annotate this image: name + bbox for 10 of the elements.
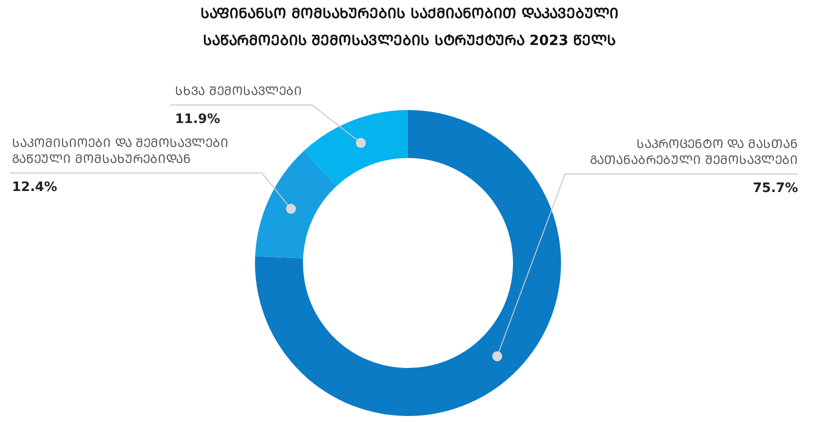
slice-label: ᲡᲐᲞᲠᲝᲪᲔᲜᲢᲝ ᲓᲐ ᲛᲐᲡᲗᲐᲜ ᲒᲐᲗᲐᲜᲐᲑᲠᲔᲑᲣᲚᲘ ᲨᲔᲛᲝᲡᲐᲕᲚᲔᲑᲘ (590, 137, 798, 167)
donut-slice (255, 150, 337, 258)
slice-label: ᲡᲐᲙᲝᲛᲘᲡᲘᲝᲔᲑᲘ ᲓᲐ ᲨᲔᲛᲝᲡᲐᲕᲚᲔᲑᲘ ᲒᲐᲬᲔᲣᲚᲘ ᲛᲝᲛᲡᲐᲮᲣᲠᲔᲑᲘᲓᲐᲜ (12, 136, 229, 166)
donut-slice (255, 110, 561, 416)
data-label: 75.7% (752, 181, 798, 196)
data-label: 11.9% (175, 112, 220, 127)
data-label: 12.4% (12, 180, 58, 195)
donut-slice (304, 110, 408, 186)
chart-title: ᲡᲐᲤᲘᲜᲐᲜᲡᲝ ᲛᲝᲛᲡᲐᲮᲣᲠᲔᲑᲘᲡ ᲡᲐᲥᲛᲘᲐᲜᲝᲑᲘᲗ ᲓᲐᲙᲐᲕᲔᲑᲣᲚᲘ ᲡᲐᲬᲐᲠᲛᲝᲔᲑᲘᲡ ᲨᲔᲛᲝᲡᲐᲕᲚᲔᲑᲘᲡ ᲡᲢᲠᲣᲥᲢᲣᲠᲐ 2023 ᲬᲔᲚᲡ (200, 6, 618, 49)
slice-label: ᲡᲮᲕᲐ ᲨᲔᲛᲝᲡᲐᲕᲚᲔᲑᲘ (175, 84, 302, 98)
